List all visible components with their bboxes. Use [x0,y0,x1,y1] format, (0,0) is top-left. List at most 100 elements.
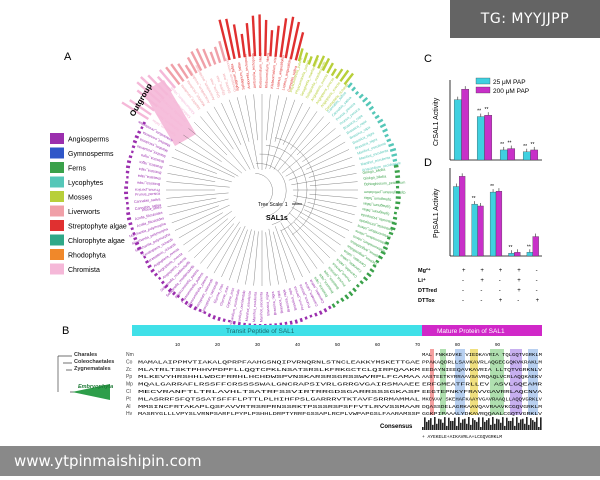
clade-bar [344,294,350,300]
clade-bar [126,217,132,221]
species-label: Sphagnum_fallax [363,201,391,208]
species-label: Anacardium_occidentale [362,161,401,172]
species-label: Anacardium_occidentale [236,290,246,329]
panel-label-b: B [62,325,69,337]
row-label: Hv [126,411,133,417]
clade-bar [193,306,198,311]
tree-branch [269,99,295,169]
logo-column [520,419,522,430]
clade-bar [251,15,257,57]
significance-mark: ** [490,184,494,190]
species-label: Sphagnum_fallax [237,62,246,90]
tree-branch [169,198,229,216]
logo-column [426,421,428,430]
species-label: Brassica_nigra [141,153,165,164]
clade-bar [125,165,131,169]
tree-branch [265,95,279,170]
species-label: Klebsormidium_nitens [259,52,263,88]
logo-column [486,420,488,430]
chart-legend-label: 200 μM PAP [493,88,529,95]
clade-bar [245,23,252,57]
ruler-tick: 20 [215,342,221,347]
tree-branch [245,95,259,170]
significance-mark: ** [523,144,527,150]
clade-bar [140,126,144,130]
tree-center-label: SAL1s [266,215,288,222]
tree-branch [178,141,239,177]
clade-bar [160,280,165,285]
ruler-tick: 40 [295,342,301,347]
tree-branch [293,221,331,259]
species-label: Brassica_rapa [138,167,161,175]
tree-branch [287,226,318,269]
clade-bar [384,241,390,245]
clade-bar [348,290,354,297]
conserved-columns [430,349,538,415]
taxon-label: Coleochaetales [74,359,114,365]
tree-branch [183,134,222,162]
bar [526,252,533,257]
clade-bar [147,264,152,269]
species-label: Klebsormidium_nitens [270,53,278,89]
clade-bar [388,231,394,236]
bar [532,236,539,257]
tree-branch [206,111,234,150]
sequence-right: AASTEETKYRRAAVSAVRQAQLVCRLAQQKAEKV [422,375,542,380]
logo-column [514,425,516,430]
sequence-left: MLKEVYHRSHHLWDCFRRHLHCHDWSPVNSKARSRSGRSS… [138,375,421,380]
clade-bar [335,68,344,80]
tree-branch [285,141,346,177]
logo-column [528,424,530,430]
transit-peptide-bar [132,325,422,336]
tree-branch [167,197,217,207]
clade-bar [392,216,398,220]
clade-bar [354,90,360,96]
clade-bar [393,164,399,168]
clade-bar [130,227,134,231]
logo-column [456,425,458,430]
legend-swatch [50,176,64,188]
significance-mark: ** [472,196,476,202]
clade-bar [371,110,376,115]
species-label: Lupinus_angustifolius [276,55,286,90]
legend-swatch [50,220,64,231]
condition-mark: + [517,278,521,284]
sequence-left: MECVRANFTLTRLAVHLTSATRFSSVIRTRRGDSGARRSS… [138,390,421,395]
bar [477,205,484,257]
tree-scale-label: Tree Scale: 1 [258,202,288,208]
tree-species-labels: Sphagnum_fallaxSphagnum_fallaxAmborella_… [129,52,406,329]
logo-column [498,419,500,430]
tree-branch [293,201,353,223]
logo-column [428,420,430,430]
panel-label-d: D [424,157,432,169]
clade-bar [289,320,293,325]
clade-bar [304,316,308,320]
legend-swatch [50,263,64,275]
tree-branch [236,97,250,142]
legend-swatch [50,162,64,173]
clade-bar [375,259,380,264]
tree-branch [171,205,219,223]
condition-mark: - [462,298,464,304]
clade-bar [297,48,304,62]
logo-column [512,417,514,430]
clade-bar [374,114,380,120]
logo-column [450,420,452,430]
condition-mark: - [480,298,482,304]
panel-label-a: A [64,51,72,63]
species-label: Picea_abies [142,205,162,212]
condition-mark: - [480,288,482,294]
row-label: Pt [126,396,131,402]
logo-column [506,417,508,430]
clade-bar [180,297,185,302]
logo-column [440,419,442,430]
tree-branch [174,149,235,178]
clade-bar [139,98,155,112]
chart-legend-label: 25 μM PAP [493,79,526,86]
species-label: Sphagnum_fallax [363,196,391,202]
clade-bar [158,69,177,89]
conserved-column [510,349,522,415]
y-axis-label: PpSAL1 Activity [433,188,440,238]
species-label: Klebsormidium_nitens [264,52,270,88]
